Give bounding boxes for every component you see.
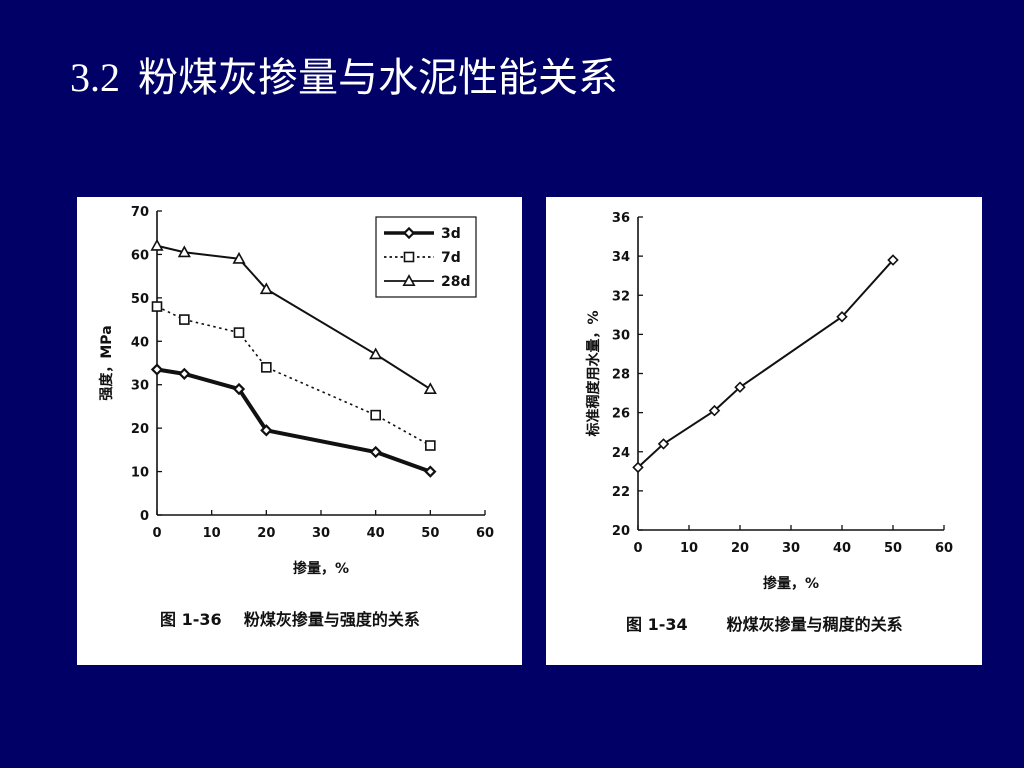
data-point-7d	[370, 409, 381, 421]
y-tick-label: 0	[140, 509, 149, 524]
series-line-28d	[156, 244, 431, 390]
y-tick-label: 70	[131, 205, 149, 220]
y-tick-label: 40	[131, 335, 149, 350]
consistency-chart-panel: 20 22 24 26 28 30 32 34 36 0 10 20 30 40 50 60 掺量，% 标准稠度用…	[546, 197, 982, 665]
data-point-data	[734, 381, 746, 393]
figure-caption: 图 1-36 粉煤灰掺量与强度的关系	[160, 610, 420, 629]
series-line-3d	[156, 367, 432, 474]
data-point-3d	[260, 424, 273, 437]
data-point-3d	[424, 465, 437, 478]
x-tick-label: 10	[203, 526, 221, 541]
data-point-28d	[150, 238, 164, 251]
y-tick-label: 50	[131, 292, 149, 307]
legend-marker-28d	[402, 274, 416, 286]
y-tick-label: 20	[612, 524, 630, 539]
slide-title: 3.2 粉煤灰掺量与水泥性能关系	[70, 55, 618, 101]
data-point-7d	[233, 327, 245, 338]
x-tick-label: 60	[476, 526, 494, 541]
y-tick-label: 32	[612, 289, 630, 304]
x-axis-label: 掺量，%	[763, 575, 819, 592]
data-point-7d	[179, 314, 190, 325]
y-tick-label: 30	[612, 328, 630, 343]
x-tick-label: 20	[257, 526, 275, 541]
x-tick-label: 40	[367, 526, 385, 541]
y-tick-label: 30	[131, 379, 149, 394]
y-tick-label: 36	[612, 211, 630, 226]
data-point-3d	[150, 363, 164, 376]
x-tick-label: 50	[884, 541, 902, 556]
x-tick-label: 40	[833, 541, 851, 556]
x-tick-label: 10	[680, 541, 698, 556]
x-tick-label: 0	[152, 526, 161, 541]
consistency-chart: 20 22 24 26 28 30 32 34 36 0 10 20 30 40 50 60 掺量，% 标准稠度用…	[585, 211, 953, 634]
legend-marker-3d	[402, 226, 416, 240]
y-axis-label: 强度，MPa	[98, 325, 115, 400]
y-tick-label: 60	[131, 248, 149, 263]
x-tick-label: 0	[633, 541, 642, 556]
slide-number: 3.2	[70, 55, 120, 100]
data-point-7d	[425, 440, 436, 451]
data-point-data	[657, 438, 670, 450]
x-tick-label: 30	[312, 526, 330, 541]
strength-chart-panel: 0 10 20 30 40 50 60 70 0 10 20 30 40 50 60 掺量，% 强度，MPa 图 …	[77, 197, 522, 665]
data-point-data	[708, 404, 721, 417]
data-point-3d	[232, 382, 246, 396]
data-point-28d	[369, 347, 383, 360]
x-tick-label: 30	[782, 541, 800, 556]
legend-marker-7d	[403, 251, 415, 263]
data-point-3d	[178, 367, 191, 381]
data-point-28d	[232, 251, 246, 264]
y-tick-label: 34	[612, 250, 630, 265]
strength-chart: 0 10 20 30 40 50 60 70 0 10 20 30 40 50 60 掺量，% 强度，MPa 图 …	[98, 205, 494, 629]
x-axis-label: 掺量，%	[293, 560, 349, 577]
legend-label-3d: 3d	[441, 226, 461, 242]
figure-caption: 图 1-34 粉煤灰掺量与稠度的关系	[626, 615, 903, 634]
y-tick-label: 20	[131, 422, 149, 437]
data-point-7d	[261, 362, 272, 373]
data-point-28d	[259, 282, 273, 295]
data-point-7d	[151, 301, 163, 312]
data-point-data	[836, 311, 848, 323]
data-point-data	[887, 254, 899, 266]
data-point-28d	[177, 245, 191, 258]
legend-label-7d: 7d	[441, 250, 461, 266]
x-tick-label: 60	[935, 541, 953, 556]
legend-box	[375, 216, 477, 298]
y-tick-label: 24	[612, 446, 630, 461]
x-tick-label: 20	[731, 541, 749, 556]
x-tick-label: 50	[421, 526, 439, 541]
data-point-data	[632, 461, 644, 474]
y-tick-label: 22	[612, 485, 630, 500]
y-tick-label: 26	[612, 407, 630, 422]
y-tick-label: 10	[131, 466, 149, 481]
legend-label-28d: 28d	[441, 274, 471, 290]
data-point-3d	[369, 445, 382, 459]
slide-title-text: 粉煤灰掺量与水泥性能关系	[138, 55, 618, 101]
y-axis-label: 标准稠度用水量，%	[585, 310, 602, 437]
data-point-28d	[423, 382, 437, 395]
y-tick-label: 28	[612, 368, 630, 383]
series-line-data	[637, 259, 894, 469]
